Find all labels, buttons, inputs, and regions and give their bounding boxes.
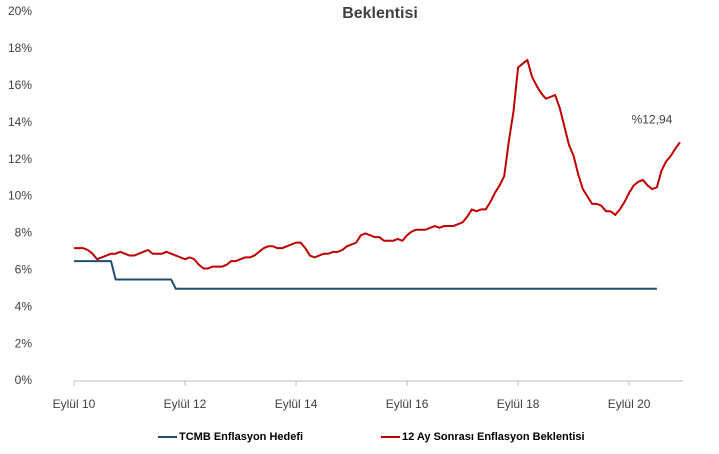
y-tick-label: 2% (15, 336, 33, 350)
x-tick-label: Eylül 20 (608, 397, 651, 411)
y-tick-label: 0% (15, 373, 33, 387)
y-tick-label: 6% (15, 262, 33, 276)
y-tick-label: 8% (15, 226, 33, 240)
y-tick-label: 14% (8, 115, 32, 129)
y-tick-label: 20% (8, 4, 32, 18)
y-tick-label: 4% (15, 299, 33, 313)
x-tick-label: Eylül 18 (497, 397, 540, 411)
y-tick-label: 10% (8, 189, 32, 203)
y-tick-label: 18% (8, 41, 32, 55)
x-tick-label: Eylül 16 (386, 397, 429, 411)
series-line (74, 58, 681, 270)
annotation: %12,94 (632, 112, 673, 126)
legend-label: TCMB Enflasyon Hedefi (179, 431, 303, 443)
x-tick-label: Eylül 14 (275, 397, 318, 411)
chart-title: Beklentisi (342, 5, 418, 22)
series-line (74, 260, 657, 290)
legend-label: 12 Ay Sonrası Enflasyon Beklentisi (402, 431, 585, 443)
y-tick-label: 16% (8, 78, 32, 92)
y-tick-label: 12% (8, 152, 32, 166)
x-tick-label: Eylül 12 (164, 397, 207, 411)
x-tick-label: Eylül 10 (53, 397, 96, 411)
